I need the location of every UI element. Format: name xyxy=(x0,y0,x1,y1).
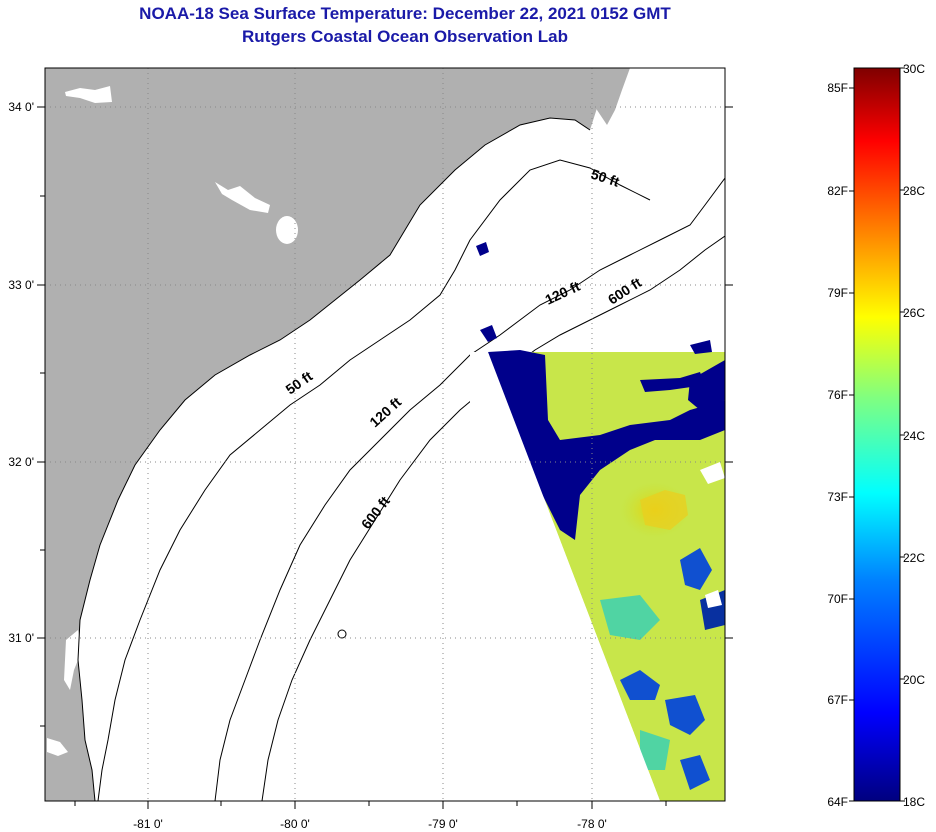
colorbar-f-label: 73F xyxy=(827,490,848,504)
colorbar-fahrenheit-labels: 85F 82F 79F 76F 73F 70F 67F 64F xyxy=(827,81,848,809)
contour-label-50ft: 50 ft xyxy=(283,368,316,398)
lon-label: -80 0' xyxy=(280,817,310,831)
colorbar-c-label: 22C xyxy=(903,551,925,565)
colorbar-f-label: 64F xyxy=(827,795,848,809)
lat-label: 32 0' xyxy=(8,455,34,469)
map-area xyxy=(45,68,725,801)
lat-label: 34 0' xyxy=(8,100,34,114)
colorbar-f-label: 79F xyxy=(827,286,848,300)
lon-label: -78 0' xyxy=(577,817,607,831)
colorbar-f-label: 67F xyxy=(827,693,848,707)
lat-label: 31 0' xyxy=(8,631,34,645)
lat-label: 33 0' xyxy=(8,278,34,292)
colorbar xyxy=(854,68,900,801)
colorbar-f-label: 85F xyxy=(827,81,848,95)
colorbar-celsius-labels: 30C 28C 26C 24C 22C 20C 18C xyxy=(903,62,925,809)
colorbar-c-label: 24C xyxy=(903,429,925,443)
colorbar-f-label: 82F xyxy=(827,184,848,198)
colorbar-c-label: 20C xyxy=(903,673,925,687)
lon-label: -79 0' xyxy=(428,817,458,831)
contour-label-120ft: 120 ft xyxy=(366,394,404,431)
contour-label-120ft: 120 ft xyxy=(543,278,583,308)
colorbar-c-label: 28C xyxy=(903,184,925,198)
colorbar-c-label: 30C xyxy=(903,62,925,76)
lon-label: -81 0' xyxy=(133,817,163,831)
colorbar-f-label: 70F xyxy=(827,592,848,606)
contour-label-50ft: 50 ft xyxy=(589,166,622,190)
colorbar-c-label: 26C xyxy=(903,306,925,320)
colorbar-f-label: 76F xyxy=(827,388,848,402)
colorbar-c-label: 18C xyxy=(903,795,925,809)
